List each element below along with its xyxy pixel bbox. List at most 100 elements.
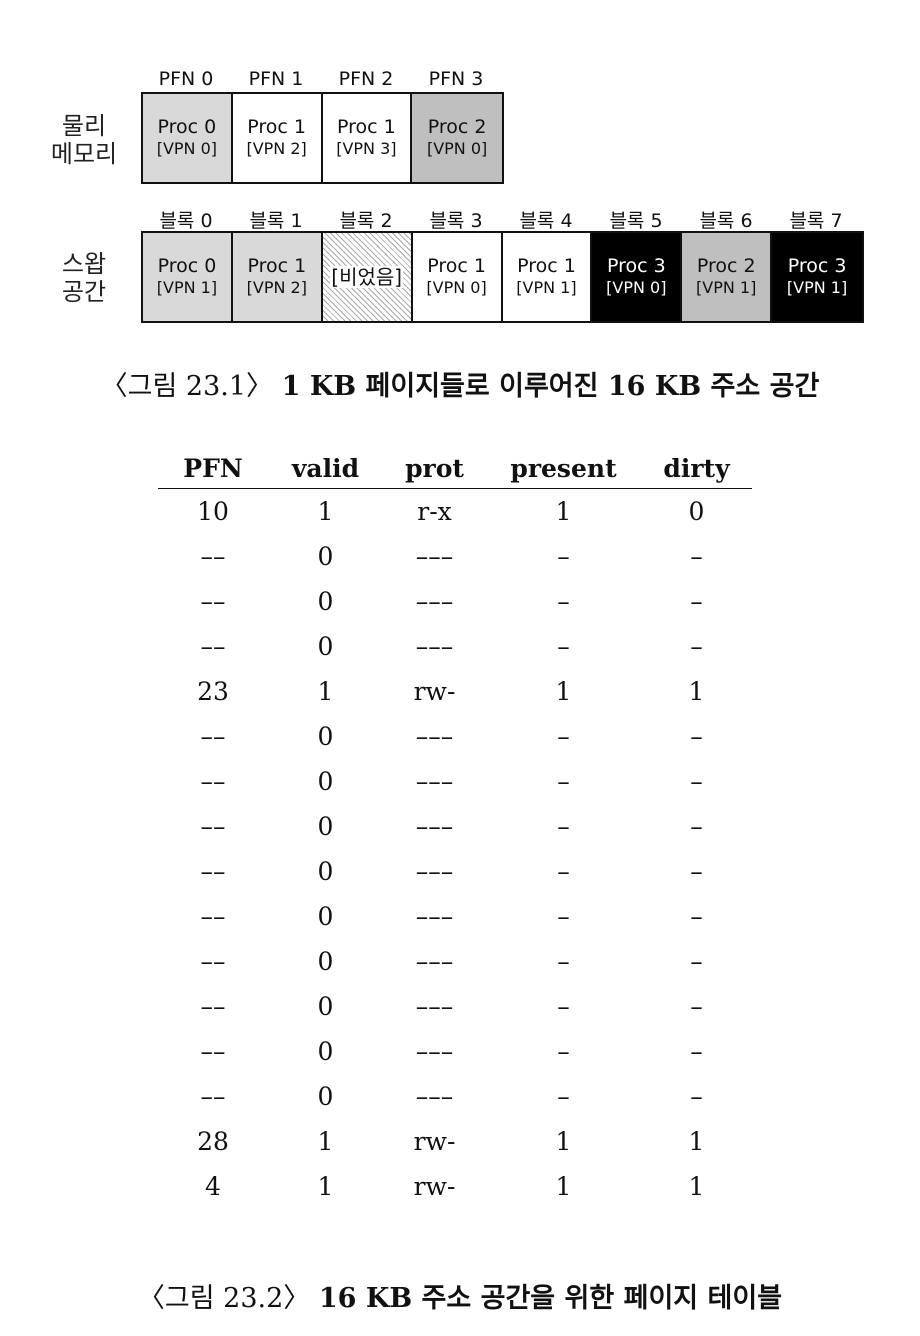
figure-caption-1: 〈그림 23.1〉 1 KB 페이지들로 이루어진 16 KB 주소 공간: [0, 364, 920, 403]
block-header: 블록 1: [249, 210, 303, 232]
prot-cell: rw-: [413, 677, 456, 706]
present-cell: –: [557, 1082, 570, 1111]
present-cell: –: [557, 722, 570, 751]
pfn-cell: ––: [200, 632, 226, 661]
swap-space-label: 스왑 공간: [44, 250, 124, 306]
block-vpn: [VPN 0]: [606, 278, 667, 297]
table-row: 10 1 r-x 1 0: [158, 489, 752, 535]
dirty-cell: –: [690, 587, 703, 616]
physical-memory-label-line1: 물리: [61, 112, 107, 140]
block-proc: Proc 2: [696, 255, 756, 277]
present-cell: 1: [555, 677, 572, 706]
table-row: –– 0 ––– – –: [158, 624, 752, 669]
prot-cell: –––: [415, 767, 454, 796]
pfn-cell: ––: [200, 857, 226, 886]
table-row: 4 1 rw- 1 1: [158, 1164, 752, 1209]
pfn-header: PFN 2: [338, 68, 394, 90]
figure-caption-1-prefix: 〈그림 23.1〉: [100, 371, 274, 402]
swap-block: Proc 2 [VPN 1]: [682, 233, 773, 321]
valid-cell: 0: [317, 812, 334, 841]
present-cell: –: [557, 767, 570, 796]
dirty-cell: –: [690, 542, 703, 571]
dirty-cell: 0: [688, 497, 705, 526]
valid-cell: 1: [317, 1127, 334, 1156]
swap-block-empty: [비었음]: [322, 233, 413, 321]
block-proc: Proc 1: [247, 255, 307, 277]
frame-proc: Proc 1: [337, 116, 396, 138]
column-header: PFN: [158, 448, 268, 489]
valid-cell: 0: [317, 992, 334, 1021]
present-cell: –: [557, 812, 570, 841]
block-vpn: [VPN 0]: [426, 278, 487, 297]
prot-cell: –––: [415, 1082, 454, 1111]
figure-caption-2-prefix: 〈그림 23.2〉: [137, 1283, 311, 1314]
valid-cell: 0: [317, 587, 334, 616]
dirty-cell: –: [690, 632, 703, 661]
prot-cell: –––: [415, 632, 454, 661]
table-row: –– 0 ––– – –: [158, 984, 752, 1029]
swap-block: Proc 1 [VPN 2]: [232, 233, 323, 321]
present-cell: –: [557, 587, 570, 616]
prot-cell: –––: [415, 812, 454, 841]
figure-caption-1-title: 1 KB 페이지들로 이루어진 16 KB 주소 공간: [281, 371, 820, 402]
prot-cell: –––: [415, 992, 454, 1021]
frame-proc: Proc 0: [157, 116, 217, 138]
present-cell: –: [557, 947, 570, 976]
table-row: –– 0 ––– – –: [158, 714, 752, 759]
block-proc: Proc 1: [517, 255, 576, 277]
block-vpn: [VPN 1]: [516, 278, 577, 297]
table-row: –– 0 ––– – –: [158, 804, 752, 849]
prot-cell: –––: [415, 857, 454, 886]
dirty-cell: –: [690, 1082, 703, 1111]
valid-cell: 0: [317, 767, 334, 796]
block-header: 블록 4: [519, 210, 573, 232]
valid-cell: 0: [317, 1082, 334, 1111]
dirty-cell: 1: [688, 1172, 705, 1201]
physical-memory-row: Proc 0 [VPN 0] Proc 1 [VPN 2] Proc 1 [VP…: [141, 92, 504, 184]
dirty-cell: –: [690, 1037, 703, 1066]
memory-frame: Proc 0 [VPN 0]: [143, 94, 233, 182]
prot-cell: –––: [415, 1037, 454, 1066]
pfn-header: PFN 3: [428, 68, 484, 90]
pfn-cell: ––: [200, 947, 226, 976]
valid-cell: 0: [317, 632, 334, 661]
page-table-header-row: PFN valid prot present dirty: [158, 448, 752, 489]
present-cell: –: [557, 857, 570, 886]
pfn-cell: ––: [200, 767, 226, 796]
valid-cell: 0: [317, 542, 334, 571]
present-cell: –: [557, 1037, 570, 1066]
table-row: –– 0 ––– – –: [158, 1074, 752, 1119]
block-header: 블록 2: [339, 210, 393, 232]
table-row: –– 0 ––– – –: [158, 849, 752, 894]
page-table: PFN valid prot present dirty 10 1 r-x 1 0 –– 0…: [158, 448, 752, 1209]
pfn-cell: ––: [200, 542, 226, 571]
physical-memory-label-line2: 메모리: [50, 140, 118, 168]
dirty-cell: –: [690, 902, 703, 931]
frame-vpn: [VPN 0]: [426, 139, 488, 158]
valid-cell: 1: [317, 1172, 334, 1201]
valid-cell: 0: [317, 722, 334, 751]
valid-cell: 0: [317, 1037, 334, 1066]
figure-caption-2: 〈그림 23.2〉 16 KB 주소 공간을 위한 페이지 테이블: [0, 1276, 920, 1315]
dirty-cell: –: [690, 992, 703, 1021]
table-row: –– 0 ––– – –: [158, 939, 752, 984]
dirty-cell: –: [690, 947, 703, 976]
table-row: 28 1 rw- 1 1: [158, 1119, 752, 1164]
block-vpn: [VPN 1]: [786, 278, 848, 297]
column-header: valid: [268, 448, 383, 489]
physical-memory-label: 물리 메모리: [44, 112, 124, 168]
pfn-cell: ––: [200, 812, 226, 841]
pfn-cell: ––: [200, 992, 226, 1021]
figure-caption-2-title: 16 KB 주소 공간을 위한 페이지 테이블: [318, 1283, 783, 1314]
valid-cell: 0: [317, 947, 334, 976]
pfn-cell: 10: [197, 497, 229, 526]
present-cell: 1: [555, 1127, 572, 1156]
present-cell: 1: [555, 497, 572, 526]
frame-vpn: [VPN 2]: [246, 139, 307, 158]
valid-cell: 0: [317, 857, 334, 886]
prot-cell: –––: [415, 902, 454, 931]
dirty-cell: 1: [688, 1127, 705, 1156]
column-header: present: [486, 448, 641, 489]
pfn-cell: 23: [197, 677, 229, 706]
column-header: prot: [383, 448, 486, 489]
